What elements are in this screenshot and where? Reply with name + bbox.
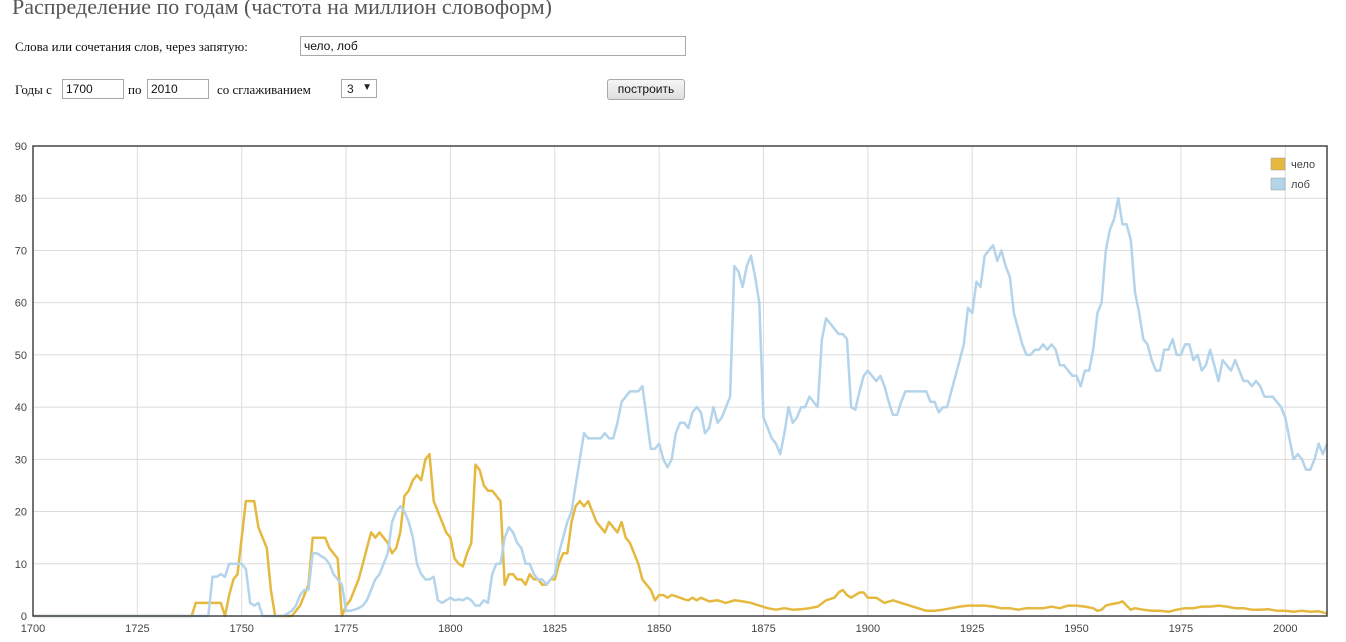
series-line-лоб bbox=[33, 196, 1329, 618]
legend-label-лоб: лоб bbox=[1291, 179, 1310, 191]
x-tick-label: 1850 bbox=[647, 623, 671, 635]
x-tick-label: 1775 bbox=[334, 623, 358, 635]
x-tick-label: 1925 bbox=[960, 623, 984, 635]
plot-frame bbox=[32, 145, 1328, 617]
x-tick-label: 1700 bbox=[21, 623, 45, 635]
y-tick-label: 50 bbox=[15, 350, 27, 362]
words-label: Слова или сочетания слов, через запятую: bbox=[15, 39, 248, 54]
smoothing-select[interactable]: 3 ▼ bbox=[341, 79, 377, 98]
y-tick-label: 80 bbox=[15, 193, 27, 205]
y-tick-label: 10 bbox=[15, 559, 27, 571]
y-tick-label: 20 bbox=[15, 507, 27, 519]
x-tick-label: 1950 bbox=[1064, 623, 1088, 635]
y-tick-label: 40 bbox=[15, 402, 27, 414]
x-tick-label: 1875 bbox=[751, 623, 775, 635]
y-tick-label: 90 bbox=[15, 141, 27, 153]
years-from-label: Годы с bbox=[15, 82, 52, 97]
x-tick-label: 1825 bbox=[543, 623, 567, 635]
y-tick-label: 70 bbox=[15, 245, 27, 257]
page-title: Распределение по годам (частота на милли… bbox=[12, 0, 553, 19]
x-tick-label: 1900 bbox=[856, 623, 880, 635]
words-input[interactable] bbox=[300, 36, 686, 56]
smoothing-label: со сглаживанием bbox=[217, 82, 311, 97]
x-tick-label: 1750 bbox=[229, 623, 253, 635]
x-tick-label: 1725 bbox=[125, 623, 149, 635]
dropdown-arrow-icon: ▼ bbox=[362, 82, 372, 93]
years-to-label: по bbox=[128, 82, 142, 97]
build-button[interactable]: построить bbox=[607, 79, 685, 100]
y-tick-label: 0 bbox=[21, 611, 27, 623]
y-tick-label: 60 bbox=[15, 298, 27, 310]
legend-swatch-лоб bbox=[1270, 177, 1286, 191]
legend-label-чело: чело bbox=[1291, 159, 1315, 171]
year-from-input[interactable] bbox=[62, 79, 124, 99]
year-to-input[interactable] bbox=[147, 79, 209, 99]
series-line-чело bbox=[33, 452, 1328, 618]
y-tick-label: 30 bbox=[15, 454, 27, 466]
x-tick-label: 1975 bbox=[1169, 623, 1193, 635]
x-tick-label: 2000 bbox=[1273, 623, 1297, 635]
frequency-chart: 0 10 20 30 40 50 60 70 80 90 1700 1725 1750 1775 1800 1… bbox=[15, 141, 1329, 635]
legend-swatch-чело bbox=[1270, 157, 1286, 171]
x-tick-label: 1800 bbox=[438, 623, 462, 635]
smoothing-value: 3 bbox=[347, 82, 354, 96]
